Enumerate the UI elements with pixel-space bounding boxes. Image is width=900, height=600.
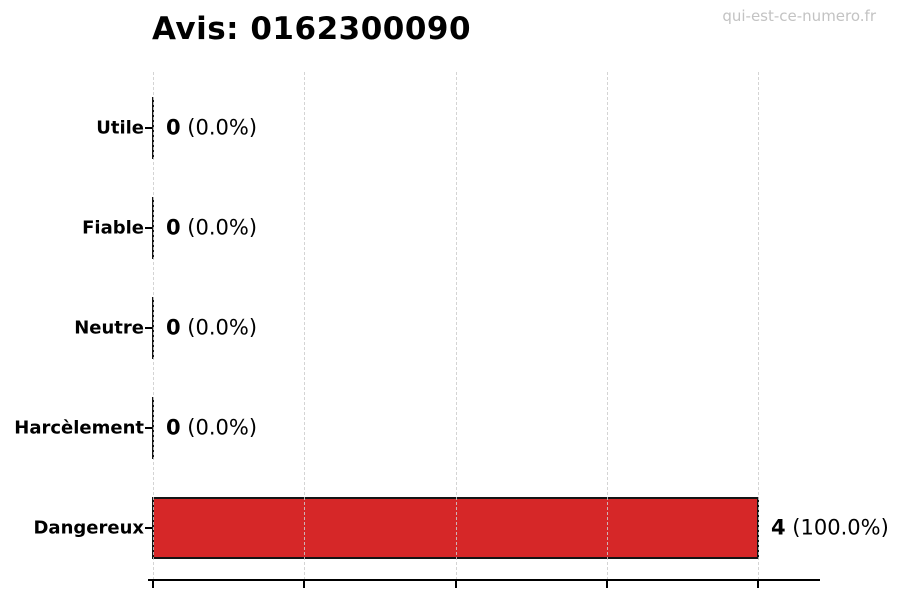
x-axis-tick: [605, 580, 608, 588]
category-label: Utile: [96, 117, 144, 139]
x-axis-tick: [757, 580, 759, 588]
category-label: Dangereux: [33, 517, 144, 539]
annotation-value: 0: [166, 315, 181, 340]
value-annotation: 0 (0.0%): [166, 416, 257, 440]
category-label: Fiable: [82, 217, 144, 239]
annotation-percent: (100.0%): [785, 515, 889, 540]
gridline: [304, 72, 306, 580]
chart-title: Avis: 0162300090: [152, 11, 472, 47]
x-axis-tick: [454, 580, 457, 588]
value-annotation: 0 (0.0%): [166, 116, 257, 140]
gridline: [153, 72, 154, 580]
y-axis-tick: [145, 527, 152, 529]
annotation-percent: (0.0%): [180, 315, 258, 340]
annotation-percent: (0.0%): [180, 415, 258, 440]
annotation-value: 0: [166, 415, 181, 440]
y-axis-tick: [145, 127, 152, 129]
category-label: Neutre: [74, 317, 144, 339]
x-axis-line: [148, 579, 820, 581]
y-axis-tick: [145, 227, 152, 229]
watermark: qui-est-ce-numero.fr: [722, 7, 876, 25]
gridline: [455, 72, 457, 580]
x-axis-tick: [152, 580, 154, 588]
annotation-percent: (0.0%): [180, 115, 258, 140]
x-axis-tick: [303, 580, 306, 588]
annotation-value: 0: [166, 115, 181, 140]
value-annotation: 4 (100.0%): [771, 516, 889, 540]
annotation-value: 4: [771, 515, 786, 540]
value-annotation: 0 (0.0%): [166, 216, 257, 240]
y-axis-tick: [145, 427, 152, 429]
value-annotation: 0 (0.0%): [166, 316, 257, 340]
category-label: Harcèlement: [14, 417, 144, 439]
gridline: [758, 72, 759, 580]
gridline: [606, 72, 608, 580]
annotation-percent: (0.0%): [180, 215, 258, 240]
y-axis-tick: [145, 327, 152, 329]
annotation-value: 0: [166, 215, 181, 240]
